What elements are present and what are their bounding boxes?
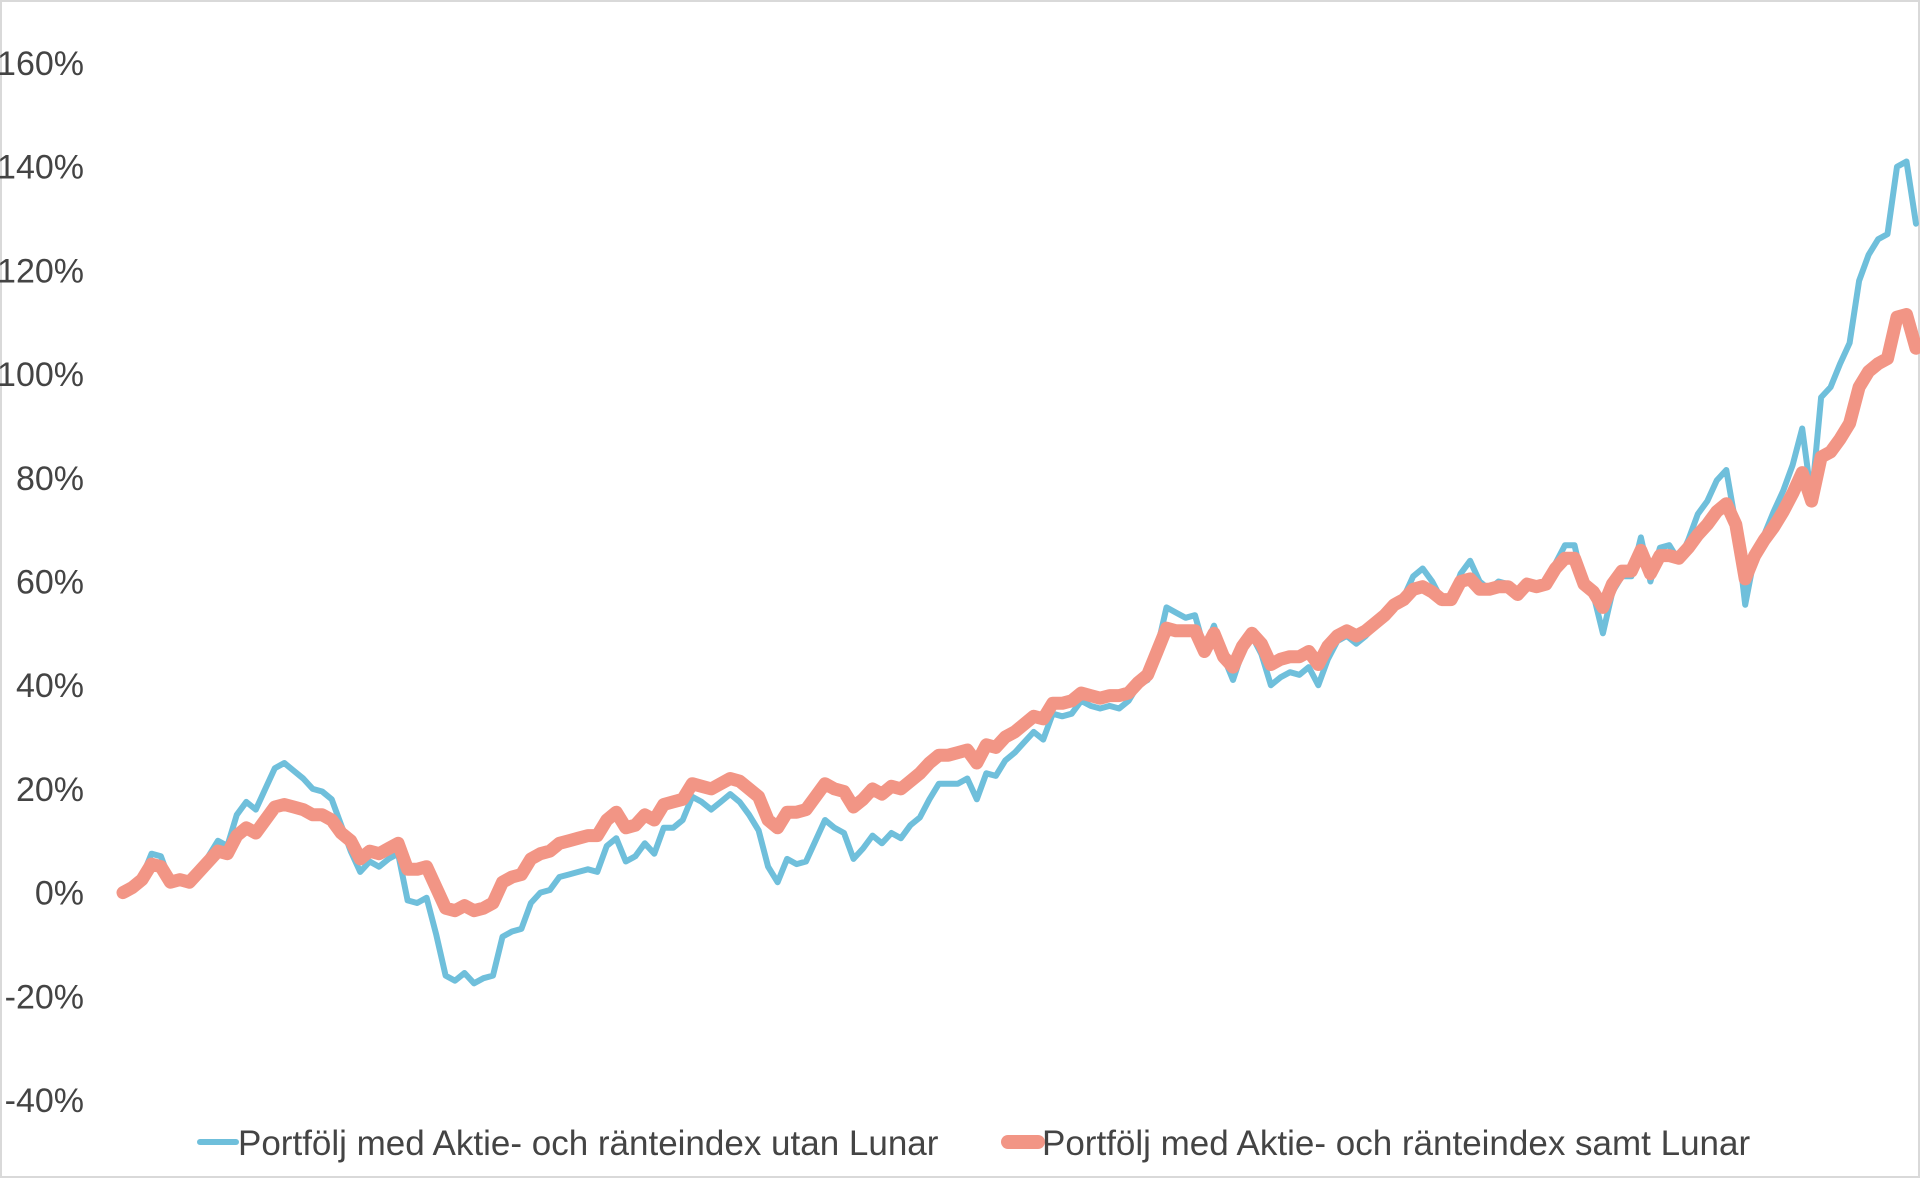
series-lines [116,158,1920,987]
y-tick-label: 120% [0,252,84,290]
y-tick-label: 0% [35,875,84,913]
series-line-1 [116,308,1920,918]
legend-label-blue-series: Portfölj med Aktie- och ränteindex utan … [238,1124,939,1163]
legend: Portfölj med Aktie- och ränteindex utan … [197,1124,1750,1163]
y-tick-label: 40% [16,667,84,705]
y-tick-label: 80% [16,460,84,498]
y-tick-label: 160% [0,45,84,83]
y-tick-label: 140% [0,149,84,187]
y-tick-label: 100% [0,356,84,394]
y-tick-label: -20% [5,978,84,1016]
y-tick-label: 60% [16,564,84,602]
y-axis-ticks: -40% -20% 0% 20% 40% 60% 80% 100% 120% 140% 160% [0,45,84,1120]
y-tick-label: -40% [5,1082,84,1120]
legend-label-salmon-series: Portfölj med Aktie- och ränteindex samt … [1042,1124,1750,1163]
y-tick-label: 20% [16,771,84,809]
